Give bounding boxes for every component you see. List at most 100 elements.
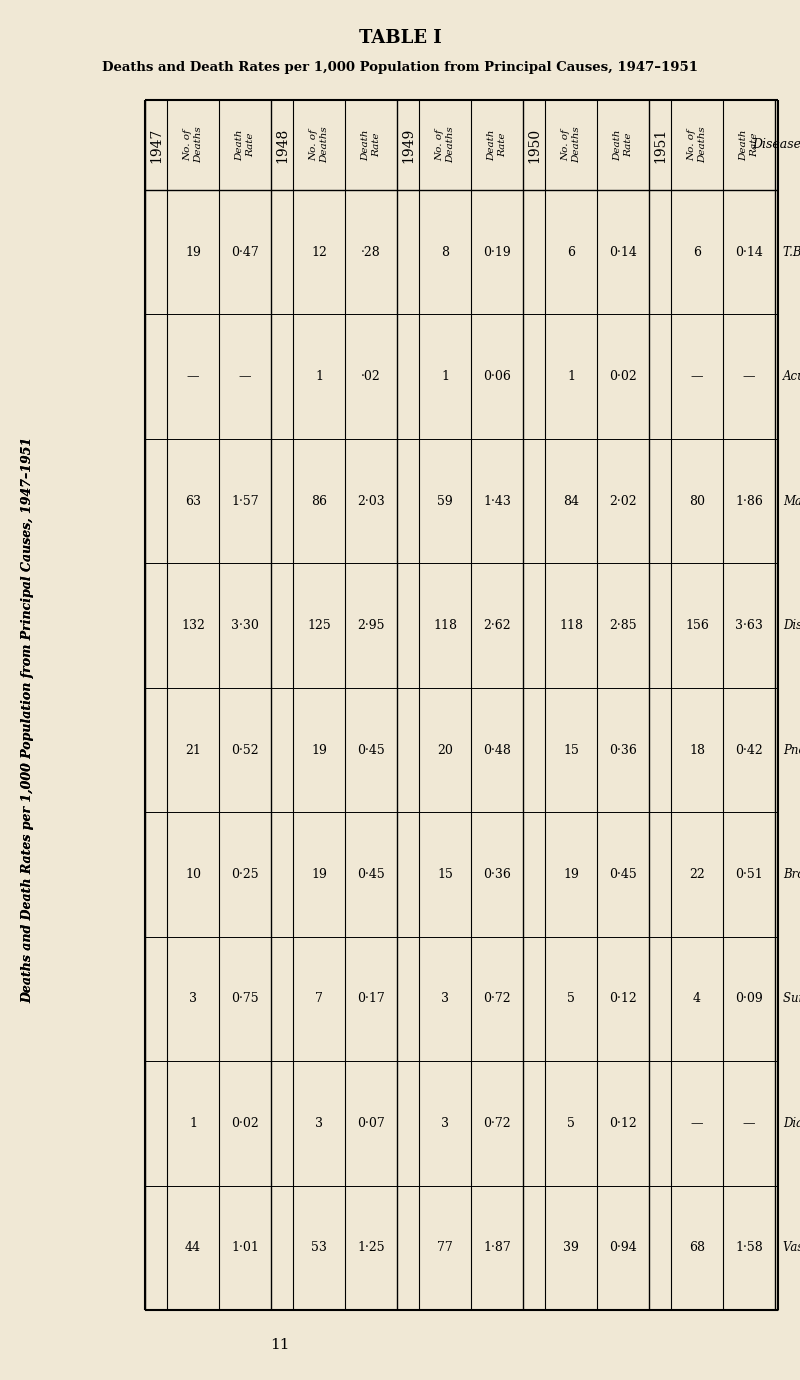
Text: 8: 8 (441, 246, 449, 258)
Text: 1: 1 (567, 370, 575, 384)
Text: 53: 53 (311, 1241, 327, 1254)
Text: 86: 86 (311, 494, 327, 508)
Text: Pneumonia  ...: Pneumonia ... (783, 744, 800, 756)
Text: 0·42: 0·42 (735, 744, 763, 756)
Text: 19: 19 (563, 868, 579, 880)
Text: —: — (186, 370, 199, 384)
Text: 0·12: 0·12 (609, 992, 637, 1006)
Text: Diabetes  ...: Diabetes ... (783, 1116, 800, 1130)
Text: 0·75: 0·75 (231, 992, 259, 1006)
Text: 19: 19 (185, 246, 201, 258)
Text: 0·02: 0·02 (231, 1116, 259, 1130)
Text: 1947: 1947 (149, 127, 163, 163)
Text: 1·43: 1·43 (483, 494, 511, 508)
Text: Deaths and Death Rates per 1,000 Population from Principal Causes, 1947–1951: Deaths and Death Rates per 1,000 Populat… (22, 437, 34, 1003)
Text: 77: 77 (437, 1241, 453, 1254)
Text: 118: 118 (433, 620, 457, 632)
Text: Diseases of the Heart, all types: Diseases of the Heart, all types (783, 620, 800, 632)
Text: 3: 3 (441, 992, 449, 1006)
Text: 0·36: 0·36 (609, 744, 637, 756)
Text: 125: 125 (307, 620, 331, 632)
Text: No. of
Deaths: No. of Deaths (687, 127, 707, 163)
Text: 0·94: 0·94 (609, 1241, 637, 1254)
Text: Deaths and Death Rates per 1,000 Population from Principal Causes, 1947–1951: Deaths and Death Rates per 1,000 Populat… (102, 62, 698, 75)
Text: No. of
Deaths: No. of Deaths (561, 127, 581, 163)
Text: 3·63: 3·63 (735, 620, 763, 632)
Text: 2·95: 2·95 (358, 620, 385, 632)
Text: T.B. Respiratory  ...: T.B. Respiratory ... (783, 246, 800, 258)
Text: 1951: 1951 (653, 127, 667, 163)
Text: 4: 4 (693, 992, 701, 1006)
Text: 3: 3 (441, 1116, 449, 1130)
Text: 132: 132 (181, 620, 205, 632)
Text: 0·09: 0·09 (735, 992, 763, 1006)
Text: 7: 7 (315, 992, 323, 1006)
Text: 1·86: 1·86 (735, 494, 763, 508)
Text: 0·02: 0·02 (609, 370, 637, 384)
Text: —: — (742, 370, 755, 384)
Text: 1·87: 1·87 (483, 1241, 511, 1254)
Text: 0·72: 0·72 (483, 992, 511, 1006)
Text: 6: 6 (693, 246, 701, 258)
Text: 10: 10 (185, 868, 201, 880)
Text: 19: 19 (311, 868, 327, 880)
Text: 2·62: 2·62 (483, 620, 511, 632)
Text: 12: 12 (311, 246, 327, 258)
Text: 0·51: 0·51 (735, 868, 763, 880)
Text: 1949: 1949 (401, 127, 415, 163)
Text: 5: 5 (567, 992, 575, 1006)
Text: Deaths and Death Rates per 1,000 Population from Principal Causes, 1947–1951: Deaths and Death Rates per 1,000 Populat… (22, 437, 34, 1003)
Text: 3: 3 (189, 992, 197, 1006)
Text: 5: 5 (567, 1116, 575, 1130)
Text: 15: 15 (437, 868, 453, 880)
Text: Death
Rate: Death Rate (739, 130, 759, 160)
Text: 156: 156 (685, 620, 709, 632)
Text: 1: 1 (189, 1116, 197, 1130)
Text: 1948: 1948 (275, 127, 289, 163)
Text: 0·07: 0·07 (357, 1116, 385, 1130)
Text: 118: 118 (559, 620, 583, 632)
Text: 1950: 1950 (527, 127, 541, 163)
Text: 0·19: 0·19 (483, 246, 511, 258)
Text: 0·52: 0·52 (231, 744, 259, 756)
Text: —: — (238, 370, 251, 384)
Text: 2·85: 2·85 (609, 620, 637, 632)
Text: 80: 80 (689, 494, 705, 508)
Text: —: — (690, 370, 703, 384)
Text: 0·14: 0·14 (609, 246, 637, 258)
Text: 15: 15 (563, 744, 579, 756)
Text: No. of
Deaths: No. of Deaths (435, 127, 455, 163)
Text: Death
Rate: Death Rate (613, 130, 633, 160)
Text: 1·01: 1·01 (231, 1241, 259, 1254)
Text: 0·45: 0·45 (357, 744, 385, 756)
Text: Death
Rate: Death Rate (361, 130, 381, 160)
Text: Bronchitis  ...: Bronchitis ... (783, 868, 800, 880)
Text: 18: 18 (689, 744, 705, 756)
Text: 0·17: 0·17 (357, 992, 385, 1006)
Text: 19: 19 (311, 744, 327, 756)
Text: 20: 20 (437, 744, 453, 756)
Text: 1·57: 1·57 (231, 494, 259, 508)
Text: 1·58: 1·58 (735, 1241, 763, 1254)
Text: Disease: Disease (752, 138, 800, 152)
Text: 21: 21 (185, 744, 201, 756)
Text: Suicide  ...: Suicide ... (783, 992, 800, 1006)
Text: 0·45: 0·45 (357, 868, 385, 880)
Text: Death
Rate: Death Rate (235, 130, 255, 160)
Text: 0·45: 0·45 (609, 868, 637, 880)
Text: ·02: ·02 (361, 370, 381, 384)
Text: 0·47: 0·47 (231, 246, 259, 258)
Text: Malignant Diseases of all types: Malignant Diseases of all types (783, 494, 800, 508)
Text: 39: 39 (563, 1241, 579, 1254)
Text: 22: 22 (689, 868, 705, 880)
Text: 0·72: 0·72 (483, 1116, 511, 1130)
Text: 6: 6 (567, 246, 575, 258)
Text: No. of
Deaths: No. of Deaths (309, 127, 329, 163)
Text: 0·12: 0·12 (609, 1116, 637, 1130)
Text: 63: 63 (185, 494, 201, 508)
Text: 3: 3 (315, 1116, 323, 1130)
Text: 1·25: 1·25 (357, 1241, 385, 1254)
Text: 3·30: 3·30 (231, 620, 259, 632)
Text: 84: 84 (563, 494, 579, 508)
Text: Acute Poliomyelitis: Acute Poliomyelitis (783, 370, 800, 384)
